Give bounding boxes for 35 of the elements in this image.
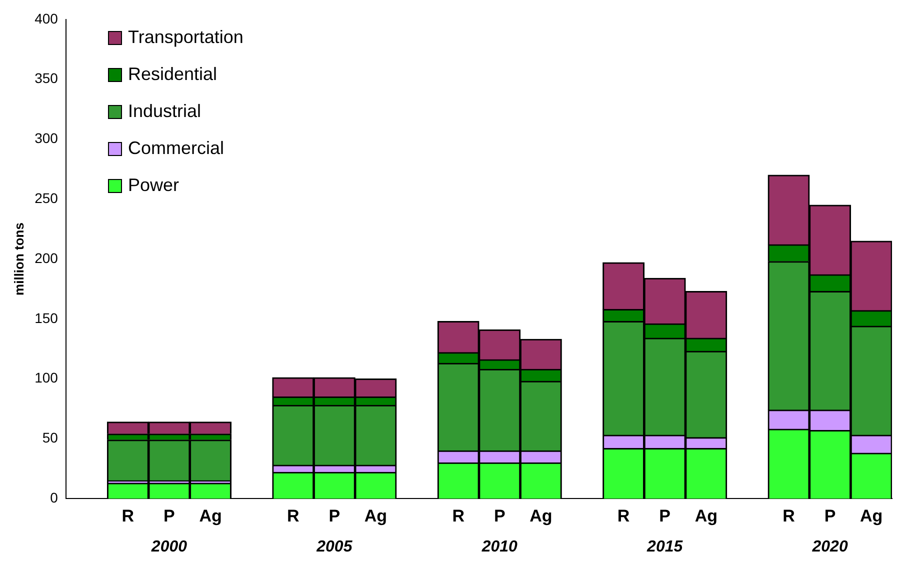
y-tick-label: 350: [34, 70, 58, 86]
y-tick-label: 50: [42, 430, 58, 446]
x-tick-label: P: [659, 506, 671, 526]
y-tick-label: 150: [34, 310, 58, 326]
x-tick-label: R: [452, 506, 464, 526]
x-tick-label: Ag: [694, 506, 718, 526]
x-tick-label: R: [286, 506, 300, 526]
text: 2000: [150, 538, 188, 556]
text: 2005: [316, 538, 354, 556]
x-tick-label: R: [122, 506, 134, 526]
legend-label: Residential: [128, 63, 218, 86]
legend-label: Commercial: [128, 137, 224, 160]
x-tick-label: P: [328, 506, 340, 526]
y-tick-label: 400: [34, 10, 58, 26]
x-tick-label: P: [164, 506, 175, 526]
x-tick-label: R: [617, 506, 630, 526]
x-tick-label: R: [782, 506, 795, 526]
legend-label: Transportation: [128, 26, 244, 49]
y-tick-label: 0: [50, 489, 58, 506]
y-tick-label: 250: [34, 190, 58, 206]
text: 2010: [480, 538, 518, 556]
legend-label: Industrial: [128, 100, 202, 123]
x-tick-label: P: [824, 506, 836, 526]
x-tick-label: Ag: [530, 506, 552, 526]
y-tick-label: 200: [34, 250, 58, 266]
x-tick-label: Ag: [199, 506, 222, 526]
y-axis-title: million tons: [11, 222, 26, 296]
x-tick-label: Ag: [364, 506, 388, 526]
text: 2020: [811, 538, 848, 556]
text: 2015: [646, 538, 684, 556]
x-tick-label: Ag: [860, 506, 883, 526]
y-tick-label: 300: [34, 130, 58, 146]
legend-label: Power: [128, 174, 180, 197]
x-tick-label: P: [494, 506, 506, 526]
y-tick-label: 100: [34, 370, 58, 386]
